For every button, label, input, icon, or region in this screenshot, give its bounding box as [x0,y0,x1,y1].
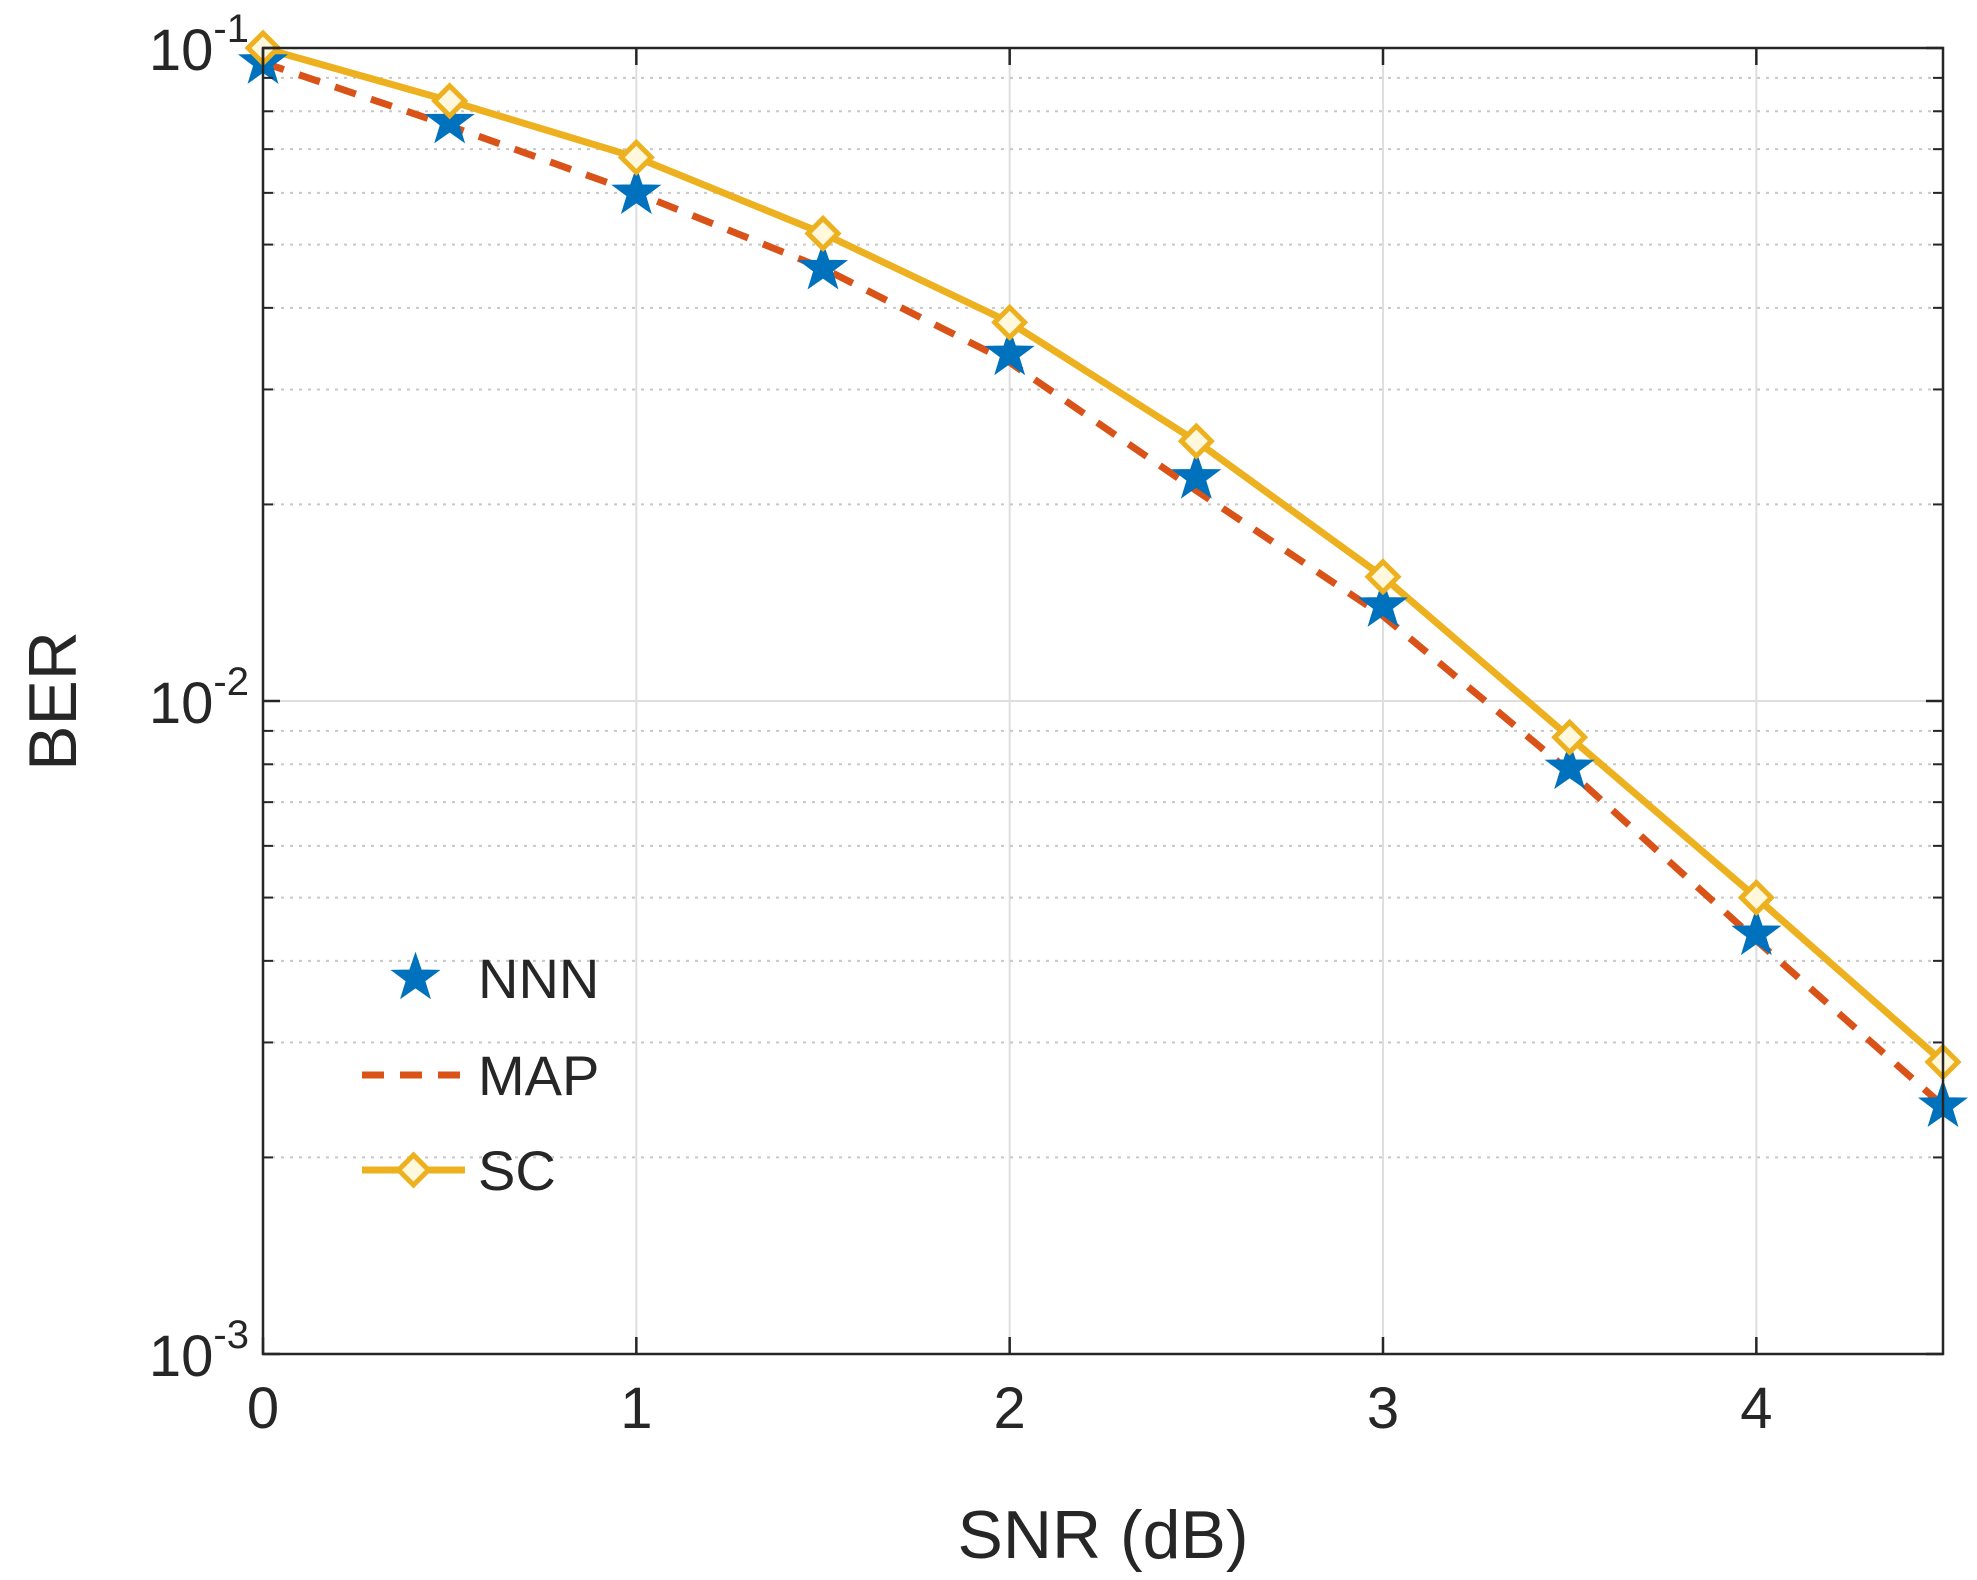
y-tick-label: 10-1 [149,7,249,83]
y-tick-label-base: 10 [149,671,214,736]
series-nnn-marker [1544,741,1595,790]
y-tick-label-exponent: -2 [213,660,249,704]
legend: NNN MAP SC [362,947,599,1202]
ticks [261,46,1943,1356]
series-layer [237,29,1969,1128]
y-tick-label: 10-2 [149,660,249,736]
series-nnn-marker [1731,907,1782,956]
y-tick-label-exponent: -1 [213,7,249,51]
x-tick-label: 3 [1367,1376,1399,1441]
legend-nnn-swatch [390,951,441,1000]
y-tick-label-base: 10 [149,18,214,83]
series-nnn-marker [424,95,475,144]
series-sc-marker [991,303,1029,341]
legend-sc-swatch-marker [394,1151,433,1189]
series-sc-marker [1364,558,1402,596]
y-tick-labels: 10-110-210-3 [149,7,249,1389]
series-sc-marker [431,82,469,120]
series-nnn-marker [1171,451,1222,499]
x-tick-labels: 0 1 2 3 4 [247,1376,1773,1441]
legend-label: MAP [478,1044,599,1107]
series-nnn-marker [611,166,662,215]
series-sc-marker [1551,718,1589,756]
series-sc-marker [1177,422,1215,460]
series-map-line [261,59,1946,1109]
grid [262,47,1943,1355]
series-sc-marker [804,214,842,252]
series-nnn-marker [984,327,1035,376]
y-axis-label: BER [15,631,91,771]
x-axis-label: SNR (dB) [958,1497,1249,1573]
x-tick-label: 2 [994,1376,1026,1441]
legend-label: SC [478,1139,556,1202]
y-tick-label: 10-3 [149,1313,249,1389]
series-sc-marker [1737,879,1775,917]
series-nnn-marker [1357,579,1409,627]
series-nnn-marker [797,241,849,290]
legend-label: NNN [478,947,599,1010]
x-tick-label: 0 [247,1376,279,1441]
series-sc-line [262,44,1946,1065]
y-tick-label-exponent: -3 [213,1313,249,1357]
y-tick-label-base: 10 [149,1324,214,1389]
series-sc-marker [617,138,655,176]
x-tick-label: 1 [620,1376,652,1441]
x-tick-label: 4 [1740,1376,1772,1441]
